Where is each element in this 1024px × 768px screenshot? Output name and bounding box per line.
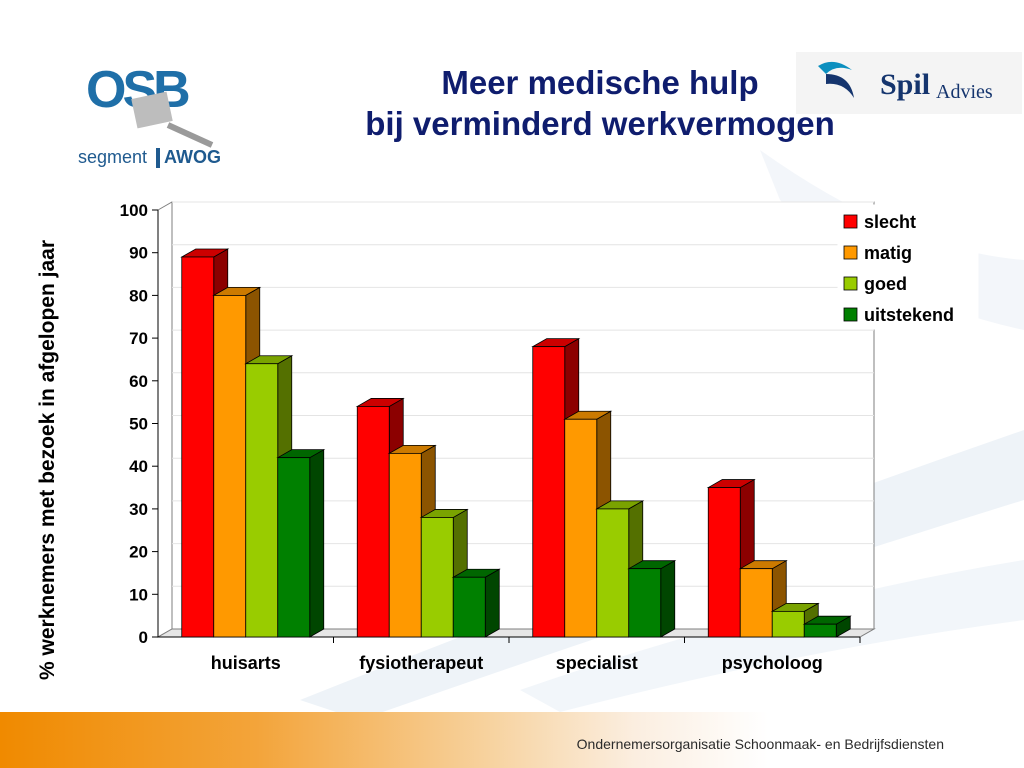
legend-box [837, 204, 979, 330]
bar-uitstekend-fysiotherapeut [452, 576, 486, 638]
bar-side-uitstekend [660, 559, 676, 638]
x-category-label: psycholoog [722, 653, 823, 673]
spil-advies-logo: Spil Advies [796, 52, 1022, 114]
y-tick-label: 60 [129, 372, 148, 391]
bar-uitstekend-huisarts [277, 457, 311, 638]
bar-slecht-fysiotherapeut [356, 406, 390, 638]
y-tick-label: 70 [129, 329, 148, 348]
x-category-label: specialist [556, 653, 638, 673]
x-category-label: huisarts [211, 653, 281, 673]
footer-bar [0, 712, 1024, 768]
y-tick-label: 30 [129, 500, 148, 519]
osb-logo-segment: segment [78, 147, 147, 167]
footer-organisation-text: Ondernemersorganisatie Schoonmaak- en Be… [576, 736, 944, 752]
slide-title: Meer medische hulp bij verminderd werkve… [300, 62, 900, 144]
legend-label-slecht: slecht [864, 212, 916, 232]
squeegee-icon [131, 91, 173, 129]
bar-slecht-psycholoog [707, 487, 741, 638]
bar-goed-psycholoog [771, 610, 805, 638]
bar-goed-fysiotherapeut [420, 517, 454, 638]
y-tick-label: 80 [129, 286, 148, 305]
bar-goed-specialist [596, 508, 630, 638]
bar-matig-psycholoog [739, 568, 773, 638]
title-line-1: Meer medische hulp [441, 64, 759, 101]
x-category-label: fysiotherapeut [359, 653, 483, 673]
y-tick-label: 20 [129, 543, 148, 562]
title-line-2: bij verminderd werkvermogen [365, 105, 835, 142]
bar-chart: 0 10 20 30 40 50 60 70 80 90 100 huisarts fysiothera… [120, 201, 979, 673]
y-tick-label: 10 [129, 585, 148, 604]
legend-label-matig: matig [864, 243, 912, 263]
bar-matig-fysiotherapeut [388, 452, 422, 638]
legend-swatch-uitstekend [843, 307, 858, 322]
bar-slecht-huisarts [181, 256, 215, 638]
bar-uitstekend-psycholoog [803, 623, 837, 638]
plot-side-wall [157, 201, 173, 638]
bar-goed-huisarts [245, 363, 279, 638]
squeegee-handle [166, 122, 214, 148]
y-axis-label: % werknemers met bezoek in afgelopen jaa… [36, 240, 59, 680]
bar-side-uitstekend [309, 448, 325, 638]
spil-logo-main: Spil [880, 68, 930, 101]
y-tick-label: 40 [129, 457, 148, 476]
legend-label-goed: goed [864, 274, 907, 294]
y-tick-label: 100 [120, 201, 148, 220]
bar-side-uitstekend [484, 568, 500, 638]
bar-matig-huisarts [213, 295, 247, 638]
bar-matig-specialist [564, 418, 598, 638]
legend-label-uitstekend: uitstekend [864, 305, 954, 325]
y-tick-label: 90 [129, 244, 148, 263]
spil-logo-sub: Advies [936, 81, 993, 103]
legend-swatch-matig [843, 245, 858, 260]
osb-logo: OSB segment AWOG [78, 61, 221, 168]
osb-logo-awog: AWOG [164, 147, 221, 167]
bar-slecht-specialist [532, 346, 566, 638]
y-tick-label: 0 [139, 628, 148, 647]
bar-uitstekend-specialist [628, 568, 662, 638]
spil-swoosh-icon [818, 61, 852, 74]
y-tick-label: 50 [129, 415, 148, 434]
legend-swatch-goed [843, 276, 858, 291]
legend-swatch-slecht [843, 214, 858, 229]
